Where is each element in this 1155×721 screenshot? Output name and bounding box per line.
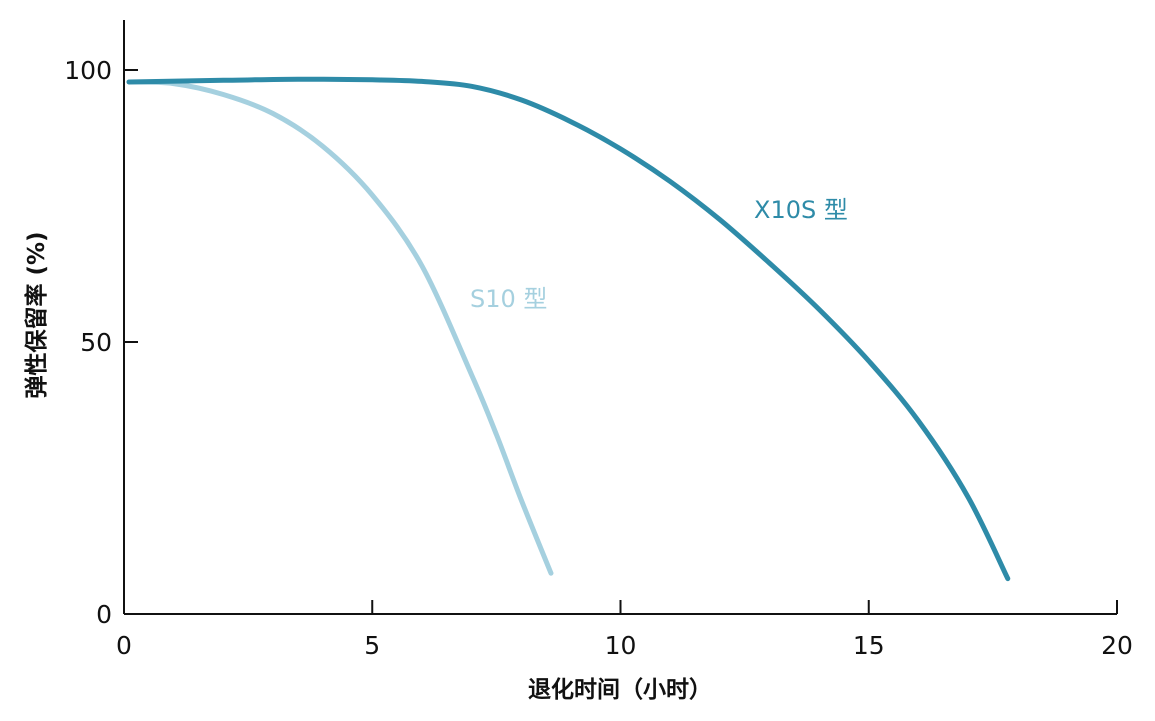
series-line-x10s <box>126 76 1011 582</box>
x-tick-label: 5 <box>364 631 380 660</box>
y-tick-label: 50 <box>80 328 112 357</box>
y-axis-title: 弹性保留率 (%) <box>23 231 50 398</box>
y-tick-label: 0 <box>96 600 112 629</box>
series-label-x10s: X10S 型 <box>754 196 848 224</box>
series-label-s10: S10 型 <box>470 285 547 313</box>
x-ticks: 0 5 10 15 20 <box>116 600 1133 660</box>
x-tick-label: 20 <box>1101 631 1133 660</box>
series-group <box>126 76 1011 582</box>
x-axis-title: 退化时间（小时） <box>528 676 712 703</box>
series-line-s10 <box>126 79 554 576</box>
y-tick-label: 100 <box>64 56 112 85</box>
x-tick-label: 15 <box>853 631 885 660</box>
y-ticks: 0 50 100 <box>64 56 138 629</box>
axes <box>123 20 1117 615</box>
x-tick-label: 10 <box>605 631 637 660</box>
x-tick-label: 0 <box>116 631 132 660</box>
